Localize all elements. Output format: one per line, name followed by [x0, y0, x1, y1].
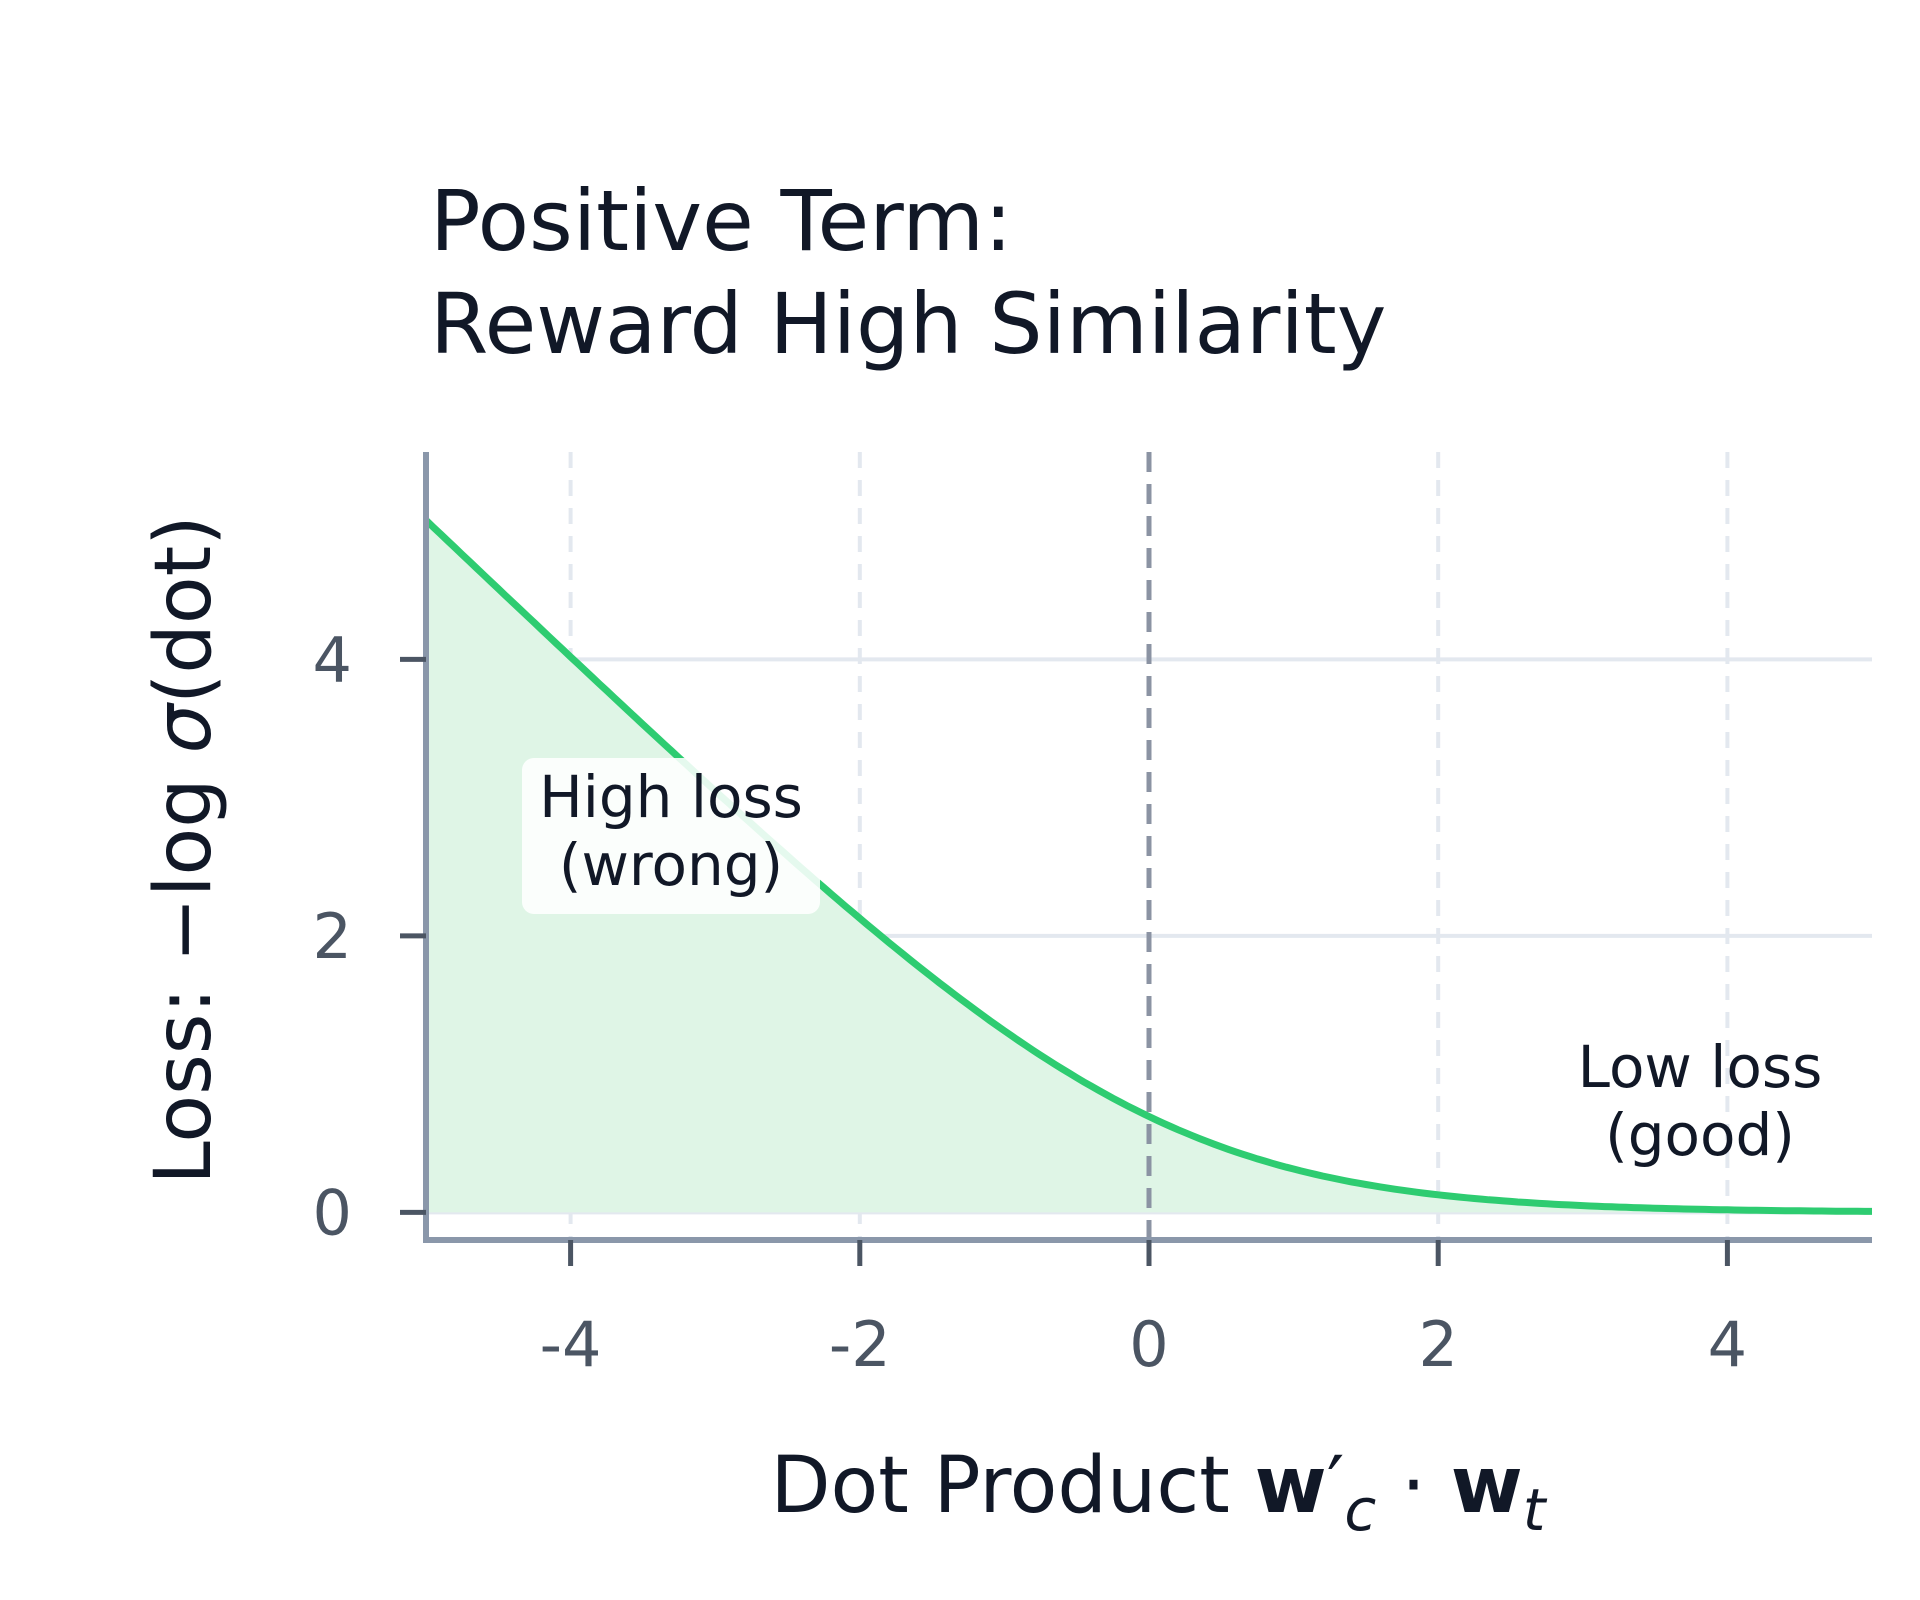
x-label-w1: w [1255, 1441, 1327, 1531]
chart-title-line-1: Positive Term: [430, 172, 1012, 270]
y-tick-label-1: 2 [313, 900, 352, 973]
x-tick-label-1: -2 [829, 1308, 891, 1381]
y-tick-label-2: 4 [313, 623, 352, 696]
y-axis-ticks: 0 2 4 [313, 623, 426, 1249]
x-label-w2: w [1451, 1441, 1523, 1531]
annotation-high-loss: High loss (wrong) [522, 758, 820, 914]
chart-title-line-2: Reward High Similarity [430, 275, 1386, 373]
y-tick-label-0: 0 [313, 1176, 352, 1249]
annotation-high-loss-line-1: High loss [539, 763, 803, 831]
x-axis-ticks: -4 -2 0 2 4 [540, 1240, 1747, 1381]
x-label-prime: ′ [1327, 1441, 1345, 1531]
y-axis-label: Loss: −log σ(dot) [139, 515, 229, 1184]
x-label-sub-t: t [1523, 1476, 1548, 1544]
y-label-sigma: σ [139, 701, 229, 753]
x-tick-label-0: -4 [540, 1308, 602, 1381]
x-tick-label-4: 4 [1708, 1308, 1747, 1381]
loss-area-fill [426, 520, 1872, 1213]
annotation-high-loss-box [522, 758, 820, 914]
x-tick-label-3: 2 [1418, 1308, 1457, 1381]
loss-curve-line [423, 517, 1872, 1215]
annotation-low-loss-line-2: (good) [1605, 1101, 1795, 1169]
annotation-low-loss-line-1: Low loss [1578, 1033, 1823, 1101]
x-label-prefix: Dot Product [771, 1441, 1255, 1531]
y-label-suffix: (dot) [139, 515, 229, 704]
chart-title: Positive Term: Reward High Similarity [430, 172, 1386, 373]
x-axis-label: Dot Product w′c · wt [771, 1441, 1548, 1544]
y-label-prefix: Loss: −log [139, 753, 229, 1184]
x-label-sub-c: c [1344, 1476, 1376, 1544]
x-label-dot: · [1376, 1441, 1450, 1531]
x-tick-label-2: 0 [1129, 1308, 1168, 1381]
annotation-low-loss: Low loss (good) [1578, 1033, 1823, 1169]
annotation-high-loss-line-2: (wrong) [559, 831, 783, 899]
